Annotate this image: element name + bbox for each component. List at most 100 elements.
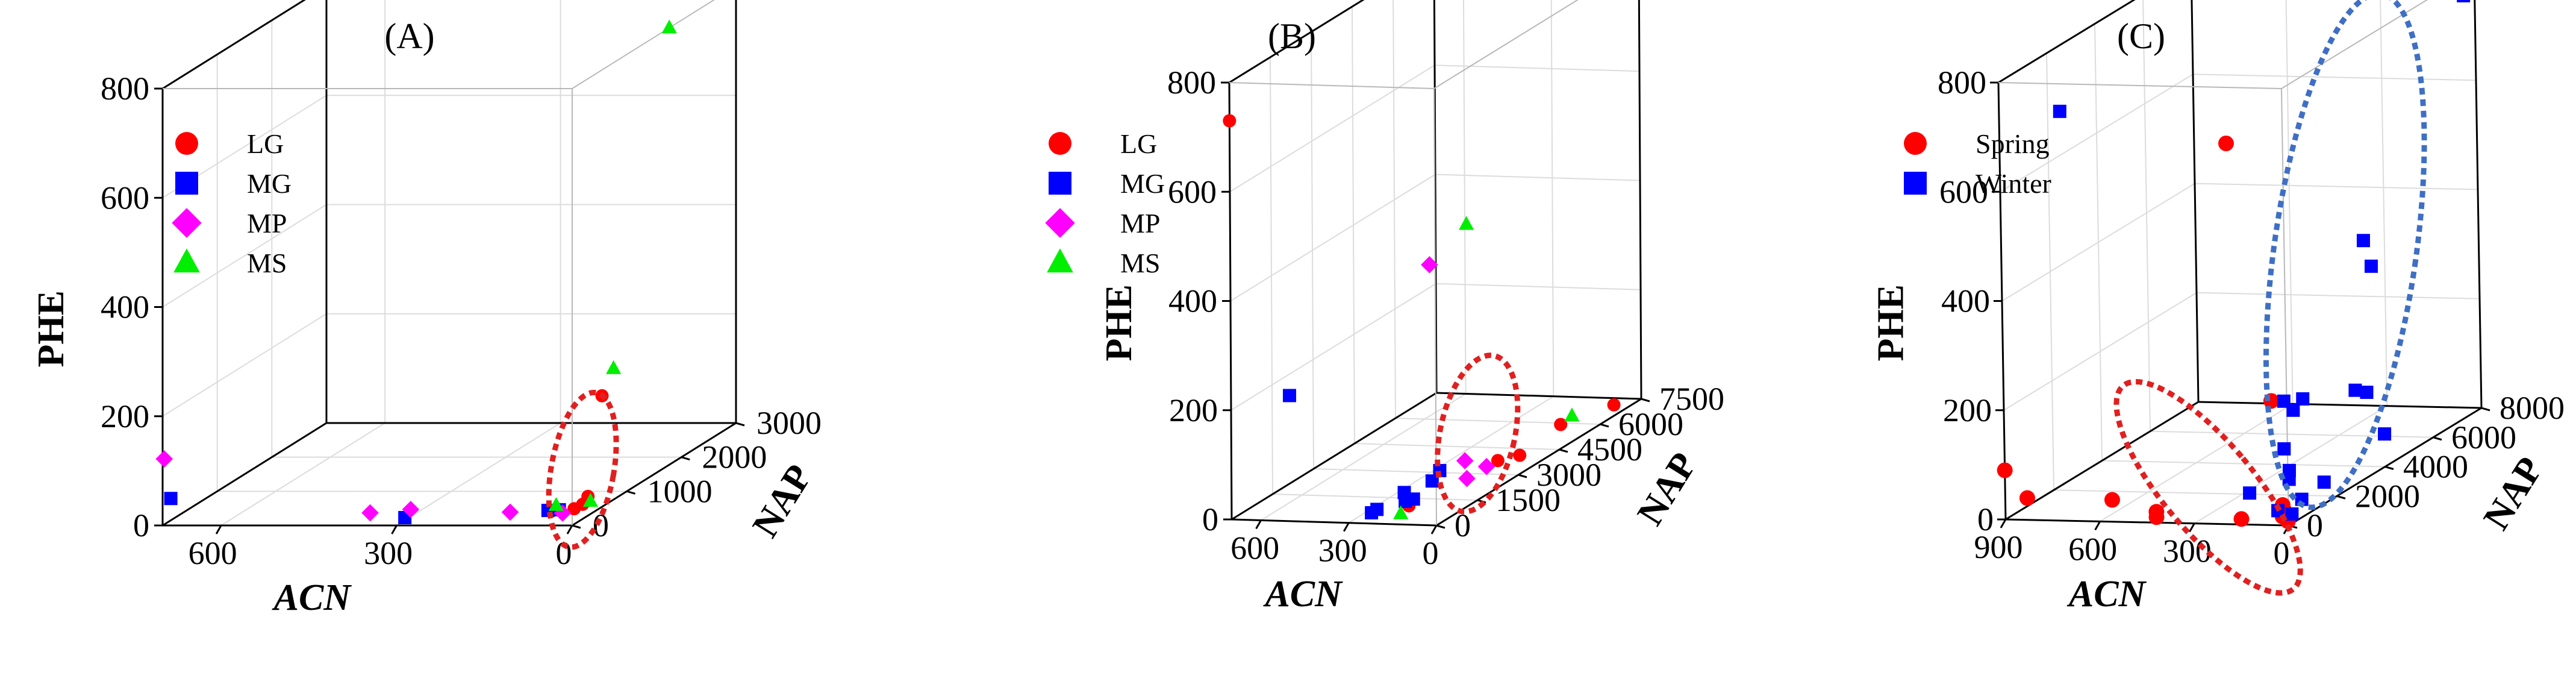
- y-tick: [2384, 466, 2394, 470]
- legend-marker-Spring: [1904, 132, 1927, 155]
- x-tick: [1343, 522, 1350, 532]
- data-point-LG: [1554, 418, 1568, 431]
- box-edge: [1229, 0, 1365, 84]
- gridline-floor-x: [220, 422, 385, 526]
- chart-panel-1: 030060001000200030000200400600800ACNNAPP…: [31, 0, 822, 618]
- data-point-LG: [1607, 398, 1621, 412]
- legend-label: LG: [1120, 128, 1157, 159]
- y-tick: [681, 456, 690, 461]
- data-point-MS: [582, 493, 599, 507]
- box-edge: [1433, 0, 1579, 89]
- box-edge: [2281, 0, 2428, 89]
- z-tick-label: 400: [1941, 283, 1990, 319]
- box-edge: [1998, 82, 2282, 89]
- legend-marker-MP: [1045, 208, 1075, 238]
- box-edge: [1638, 0, 1642, 400]
- x-tick-label: 300: [2163, 533, 2212, 569]
- x-axis-label: ACN: [272, 577, 352, 618]
- box-edge: [2474, 0, 2483, 409]
- y-tick-label: 8000: [2500, 390, 2565, 426]
- gridline-wall-x: [1550, 0, 1555, 397]
- legend-marker-MG: [175, 172, 198, 195]
- data-point-Winter: [2282, 472, 2296, 486]
- box-edge: [1231, 392, 1437, 521]
- z-tick-label: 800: [101, 71, 149, 107]
- data-point-Spring: [2148, 509, 2165, 525]
- legend-label: MP: [247, 208, 287, 239]
- z-tick-label: 400: [101, 289, 149, 325]
- box-edge: [162, 422, 327, 527]
- gridline-side-z: [2196, 292, 2480, 299]
- y-tick-label: 0: [2307, 507, 2323, 544]
- gridline-back-z: [162, 313, 327, 417]
- data-point-MP: [501, 503, 519, 521]
- y-tick-label: 3000: [1536, 457, 1601, 493]
- y-tick: [1436, 524, 1445, 529]
- gridline-wall-x: [2380, 0, 2388, 406]
- x-tick-label: 600: [1230, 530, 1279, 566]
- data-point-Winter: [2277, 442, 2291, 456]
- y-tick-label: 6000: [2451, 419, 2516, 456]
- data-point-Spring: [2218, 135, 2234, 151]
- z-tick-label: 400: [1168, 283, 1217, 319]
- legend-label: MG: [247, 168, 292, 199]
- data-point-MS: [1458, 216, 1474, 230]
- z-axis-label: PHE: [1099, 284, 1140, 361]
- data-point-MG: [1365, 506, 1379, 519]
- gridline-floor-x: [2100, 403, 2294, 522]
- box-edge: [1436, 392, 1642, 400]
- y-tick-label: 2000: [702, 439, 767, 475]
- data-point-Winter: [2243, 486, 2257, 500]
- chart-panel-2: 0300600015003000450060007500020040060080…: [1045, 0, 1724, 615]
- z-tick-label: 200: [101, 398, 149, 434]
- x-tick: [2189, 522, 2195, 533]
- box-edge: [2198, 401, 2482, 409]
- z-tick-label: 600: [101, 180, 149, 216]
- cluster-ellipse: [2263, 0, 2427, 510]
- legend: Spring Winter: [1904, 128, 2051, 199]
- box-edge: [1998, 0, 2136, 84]
- series-MG: [1282, 389, 1447, 519]
- data-point-MS: [605, 360, 622, 374]
- series-Winter: [2053, 0, 2471, 521]
- legend-label: MP: [1120, 208, 1160, 239]
- y-tick: [735, 422, 745, 427]
- data-point-MG: [1425, 474, 1439, 488]
- x-tick: [1255, 519, 1262, 530]
- data-point-MP: [1477, 457, 1495, 475]
- x-tick: [2000, 519, 2007, 528]
- x-tick-label: 0: [556, 535, 572, 571]
- gridline-wall-y: [2094, 24, 2103, 461]
- z-tick-label: 200: [1943, 392, 1992, 428]
- box-edge: [572, 422, 737, 527]
- box-edge: [1433, 0, 1438, 393]
- y-tick: [1641, 398, 1650, 403]
- gridline-floor-y: [1313, 468, 1519, 475]
- legend-label: LG: [247, 128, 284, 159]
- gridline-wall-x: [2285, 0, 2294, 404]
- y-tick: [2433, 436, 2442, 441]
- gridline-wall-y: [2142, 0, 2151, 431]
- gridline-back-z: [162, 204, 327, 308]
- gridline-floor-x: [1261, 393, 1467, 521]
- legend-marker-MS: [1047, 248, 1073, 273]
- box-edge: [1436, 398, 1642, 527]
- data-point-MS: [1564, 407, 1580, 422]
- z-tick-label: 0: [133, 507, 149, 544]
- legend-label: Winter: [1976, 168, 2051, 199]
- z-axis-label: PHE: [31, 290, 72, 367]
- data-point-Winter: [2296, 392, 2310, 406]
- data-point-MP: [1456, 452, 1474, 469]
- x-axis-label: ACN: [2066, 574, 2147, 615]
- gridline-side-z: [1435, 174, 1641, 181]
- gridline-wall-y: [1392, 0, 1396, 419]
- y-tick: [1600, 423, 1609, 428]
- data-point-LG: [1223, 114, 1237, 128]
- legend-label: Spring: [1976, 128, 2050, 159]
- box-edge: [2005, 401, 2199, 521]
- y-tick-label: 1500: [1495, 482, 1561, 518]
- panel-label: (A): [384, 16, 434, 56]
- x-tick-label: 600: [2068, 531, 2117, 567]
- legend: LG MG MP MS: [1045, 128, 1165, 278]
